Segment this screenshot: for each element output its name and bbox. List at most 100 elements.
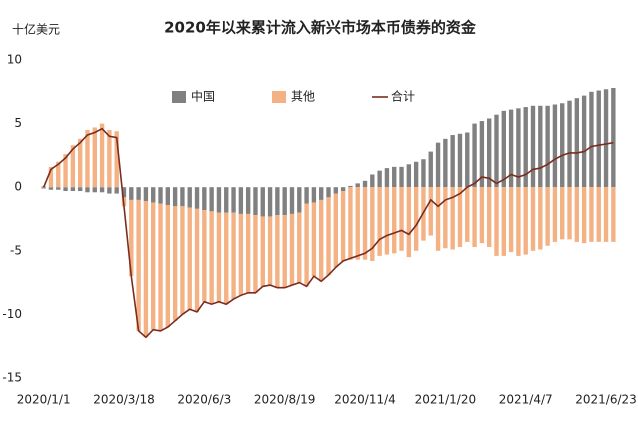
bar [172,206,178,321]
x-tick-label: 2020/11/4 [334,393,396,407]
bar [450,187,455,250]
bar [508,187,514,253]
bar [516,108,521,188]
bar [399,187,404,251]
bar [143,201,149,338]
y-tick-label: -5 [10,243,22,257]
bar [41,187,46,189]
bar [479,121,485,188]
legend-label: 中国 [191,89,215,104]
bar [56,161,61,188]
bar [530,105,536,188]
bar [326,187,331,198]
bar [297,212,302,283]
bar [443,187,448,249]
bar [552,104,558,188]
bar [253,187,258,216]
bar [472,123,477,188]
bar [238,213,244,296]
bar [194,187,200,209]
y-tick-label: -15 [2,371,22,385]
bar [545,105,550,188]
bar [421,159,426,188]
bar [136,199,141,331]
bar [589,187,594,242]
legend-swatch [172,91,186,103]
bar [282,187,287,216]
bar [523,187,528,255]
bar [326,197,331,275]
bar [377,170,382,188]
bar [180,206,185,315]
bar [158,203,163,331]
bar [216,212,222,302]
bar [99,187,105,193]
bar [333,187,338,194]
bar [611,87,616,188]
bar [428,187,433,236]
bar [216,187,222,213]
bar [151,187,156,203]
bar [581,95,587,188]
bar [560,103,565,188]
legend-label: 合计 [391,89,415,104]
bar [275,215,280,288]
x-tick-label: 2021/1/20 [415,393,477,407]
bar [245,213,251,293]
y-tick-label: 10 [7,53,22,67]
y-tick-label: 5 [14,116,22,130]
bar [231,187,236,213]
bar [596,187,601,242]
bar [472,187,477,247]
x-tick-label: 2020/6/3 [177,393,231,407]
bar [63,154,68,188]
bar [99,123,105,188]
bar [530,187,536,251]
bar [224,212,229,305]
bar [486,118,492,188]
y-axis-label: 十亿美元 [12,22,60,37]
x-tick-label: 2021/6/23 [575,393,637,407]
bar [501,110,506,188]
bar [304,187,309,204]
bar [202,210,207,302]
bar [552,187,558,242]
legend-swatch [272,91,286,103]
bar [319,199,324,282]
bar [158,187,163,204]
bar [253,215,258,293]
bar [70,145,76,188]
bar [289,187,295,214]
bar [333,193,338,268]
x-tick-label: 2021/4/7 [499,393,553,407]
bar [107,187,112,194]
bar [129,187,134,200]
bar [567,100,572,188]
bar [413,187,419,251]
bar [435,142,441,188]
legend-label: 其他 [291,90,315,104]
bar [377,187,382,256]
bar [180,187,185,207]
bar [77,187,83,192]
bar [486,187,492,247]
bar [362,180,368,188]
bar [494,114,499,188]
bar [340,191,346,261]
bar [245,187,251,214]
chart-title: 2020年以来累计流入新兴市场本币债券的资金 [164,19,477,37]
bar [538,187,543,250]
y-tick-label: -10 [2,307,22,321]
bar [611,187,616,242]
bar [63,187,68,192]
bar [209,211,214,305]
bar [85,187,90,193]
bar [121,187,127,198]
bar [596,90,601,188]
bar [392,187,397,254]
bar [567,187,572,240]
bar [267,187,273,217]
bar [465,187,470,242]
bar [355,187,360,260]
bar [348,185,353,188]
